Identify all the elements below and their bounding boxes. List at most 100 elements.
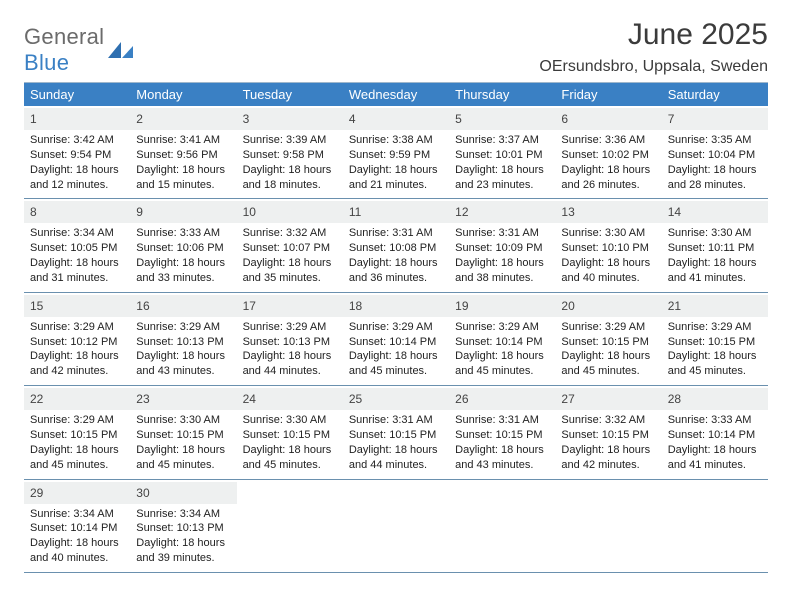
daylight-line: and 44 minutes. <box>243 364 337 379</box>
day-number-band: 4 <box>343 108 449 130</box>
sunset-line: Sunset: 10:09 PM <box>455 241 549 256</box>
sunrise-line: Sunrise: 3:32 AM <box>561 413 655 428</box>
daylight-line: Daylight: 18 hours <box>561 163 655 178</box>
daylight-line: and 42 minutes. <box>561 458 655 473</box>
day-number-band: 20 <box>555 295 661 317</box>
day-cell: 25Sunrise: 3:31 AMSunset: 10:15 PMDaylig… <box>343 386 449 478</box>
daylight-line: and 18 minutes. <box>243 178 337 193</box>
sunset-line: Sunset: 9:59 PM <box>349 148 443 163</box>
day-number-band: 30 <box>130 482 236 504</box>
daylight-line: and 40 minutes. <box>30 551 124 566</box>
day-number-band: 13 <box>555 201 661 223</box>
day-cell: 29Sunrise: 3:34 AMSunset: 10:14 PMDaylig… <box>24 480 130 572</box>
daylight-line: and 40 minutes. <box>561 271 655 286</box>
daylight-line: and 41 minutes. <box>668 271 762 286</box>
sunset-line: Sunset: 10:14 PM <box>349 335 443 350</box>
logo-text: General Blue <box>24 24 104 76</box>
day-cell: 26Sunrise: 3:31 AMSunset: 10:15 PMDaylig… <box>449 386 555 478</box>
sunrise-line: Sunrise: 3:32 AM <box>243 226 337 241</box>
day-number-band: 26 <box>449 388 555 410</box>
empty-cell <box>237 480 343 572</box>
day-number-band: 12 <box>449 201 555 223</box>
day-number: 17 <box>243 299 256 313</box>
sunrise-line: Sunrise: 3:29 AM <box>668 320 762 335</box>
day-cell: 8Sunrise: 3:34 AMSunset: 10:05 PMDayligh… <box>24 199 130 291</box>
location-label: OErsundsbro, Uppsala, Sweden <box>539 58 768 76</box>
daylight-line: and 26 minutes. <box>561 178 655 193</box>
day-cell: 28Sunrise: 3:33 AMSunset: 10:14 PMDaylig… <box>662 386 768 478</box>
daylight-line: Daylight: 18 hours <box>30 349 124 364</box>
day-cell: 12Sunrise: 3:31 AMSunset: 10:09 PMDaylig… <box>449 199 555 291</box>
sunrise-line: Sunrise: 3:33 AM <box>668 413 762 428</box>
day-cell: 20Sunrise: 3:29 AMSunset: 10:15 PMDaylig… <box>555 293 661 385</box>
sunset-line: Sunset: 10:14 PM <box>668 428 762 443</box>
day-number-band: 6 <box>555 108 661 130</box>
sunset-line: Sunset: 10:13 PM <box>243 335 337 350</box>
day-cell: 15Sunrise: 3:29 AMSunset: 10:12 PMDaylig… <box>24 293 130 385</box>
day-number-band: 16 <box>130 295 236 317</box>
sunrise-line: Sunrise: 3:30 AM <box>668 226 762 241</box>
dow-sunday: Sunday <box>24 83 130 106</box>
day-number-band: 5 <box>449 108 555 130</box>
day-cell: 7Sunrise: 3:35 AMSunset: 10:04 PMDayligh… <box>662 106 768 198</box>
day-number-band: 21 <box>662 295 768 317</box>
empty-cell <box>449 480 555 572</box>
daylight-line: and 45 minutes. <box>349 364 443 379</box>
day-number: 23 <box>136 392 149 406</box>
dow-saturday: Saturday <box>662 83 768 106</box>
sunrise-line: Sunrise: 3:31 AM <box>349 413 443 428</box>
empty-cell <box>555 480 661 572</box>
sunset-line: Sunset: 10:15 PM <box>243 428 337 443</box>
brand-word-2: Blue <box>24 50 69 75</box>
day-number: 29 <box>30 486 43 500</box>
day-number: 9 <box>136 205 143 219</box>
day-cell: 11Sunrise: 3:31 AMSunset: 10:08 PMDaylig… <box>343 199 449 291</box>
page-title: June 2025 <box>539 18 768 52</box>
day-number-band: 7 <box>662 108 768 130</box>
day-number: 2 <box>136 112 143 126</box>
day-number-band: 10 <box>237 201 343 223</box>
sunset-line: Sunset: 10:04 PM <box>668 148 762 163</box>
day-number-band: 2 <box>130 108 236 130</box>
sunset-line: Sunset: 10:10 PM <box>561 241 655 256</box>
sunrise-line: Sunrise: 3:34 AM <box>30 226 124 241</box>
daylight-line: Daylight: 18 hours <box>30 256 124 271</box>
day-cell: 22Sunrise: 3:29 AMSunset: 10:15 PMDaylig… <box>24 386 130 478</box>
sunset-line: Sunset: 10:15 PM <box>561 428 655 443</box>
day-cell: 14Sunrise: 3:30 AMSunset: 10:11 PMDaylig… <box>662 199 768 291</box>
dow-friday: Friday <box>555 83 661 106</box>
daylight-line: and 45 minutes. <box>136 458 230 473</box>
calendar-grid: Sunday Monday Tuesday Wednesday Thursday… <box>24 82 768 573</box>
sunset-line: Sunset: 10:07 PM <box>243 241 337 256</box>
header: General Blue June 2025 OErsundsbro, Upps… <box>24 18 768 76</box>
week-row: 8Sunrise: 3:34 AMSunset: 10:05 PMDayligh… <box>24 199 768 292</box>
day-number: 6 <box>561 112 568 126</box>
daylight-line: Daylight: 18 hours <box>243 443 337 458</box>
daylight-line: Daylight: 18 hours <box>30 443 124 458</box>
daylight-line: and 31 minutes. <box>30 271 124 286</box>
day-number: 24 <box>243 392 256 406</box>
sunset-line: Sunset: 10:15 PM <box>30 428 124 443</box>
empty-cell <box>343 480 449 572</box>
daylight-line: Daylight: 18 hours <box>349 349 443 364</box>
day-number-band: 8 <box>24 201 130 223</box>
sunrise-line: Sunrise: 3:30 AM <box>561 226 655 241</box>
day-number: 11 <box>349 205 361 219</box>
day-number: 22 <box>30 392 43 406</box>
day-cell: 4Sunrise: 3:38 AMSunset: 9:59 PMDaylight… <box>343 106 449 198</box>
sunset-line: Sunset: 10:15 PM <box>455 428 549 443</box>
day-number: 20 <box>561 299 574 313</box>
day-cell: 3Sunrise: 3:39 AMSunset: 9:58 PMDaylight… <box>237 106 343 198</box>
day-number-band: 22 <box>24 388 130 410</box>
daylight-line: Daylight: 18 hours <box>243 349 337 364</box>
daylight-line: Daylight: 18 hours <box>455 256 549 271</box>
dow-monday: Monday <box>130 83 236 106</box>
daylight-line: Daylight: 18 hours <box>243 256 337 271</box>
daylight-line: and 35 minutes. <box>243 271 337 286</box>
daylight-line: Daylight: 18 hours <box>561 256 655 271</box>
sunset-line: Sunset: 10:08 PM <box>349 241 443 256</box>
daylight-line: and 45 minutes. <box>455 364 549 379</box>
daylight-line: and 42 minutes. <box>30 364 124 379</box>
daylight-line: and 33 minutes. <box>136 271 230 286</box>
daylight-line: and 41 minutes. <box>668 458 762 473</box>
